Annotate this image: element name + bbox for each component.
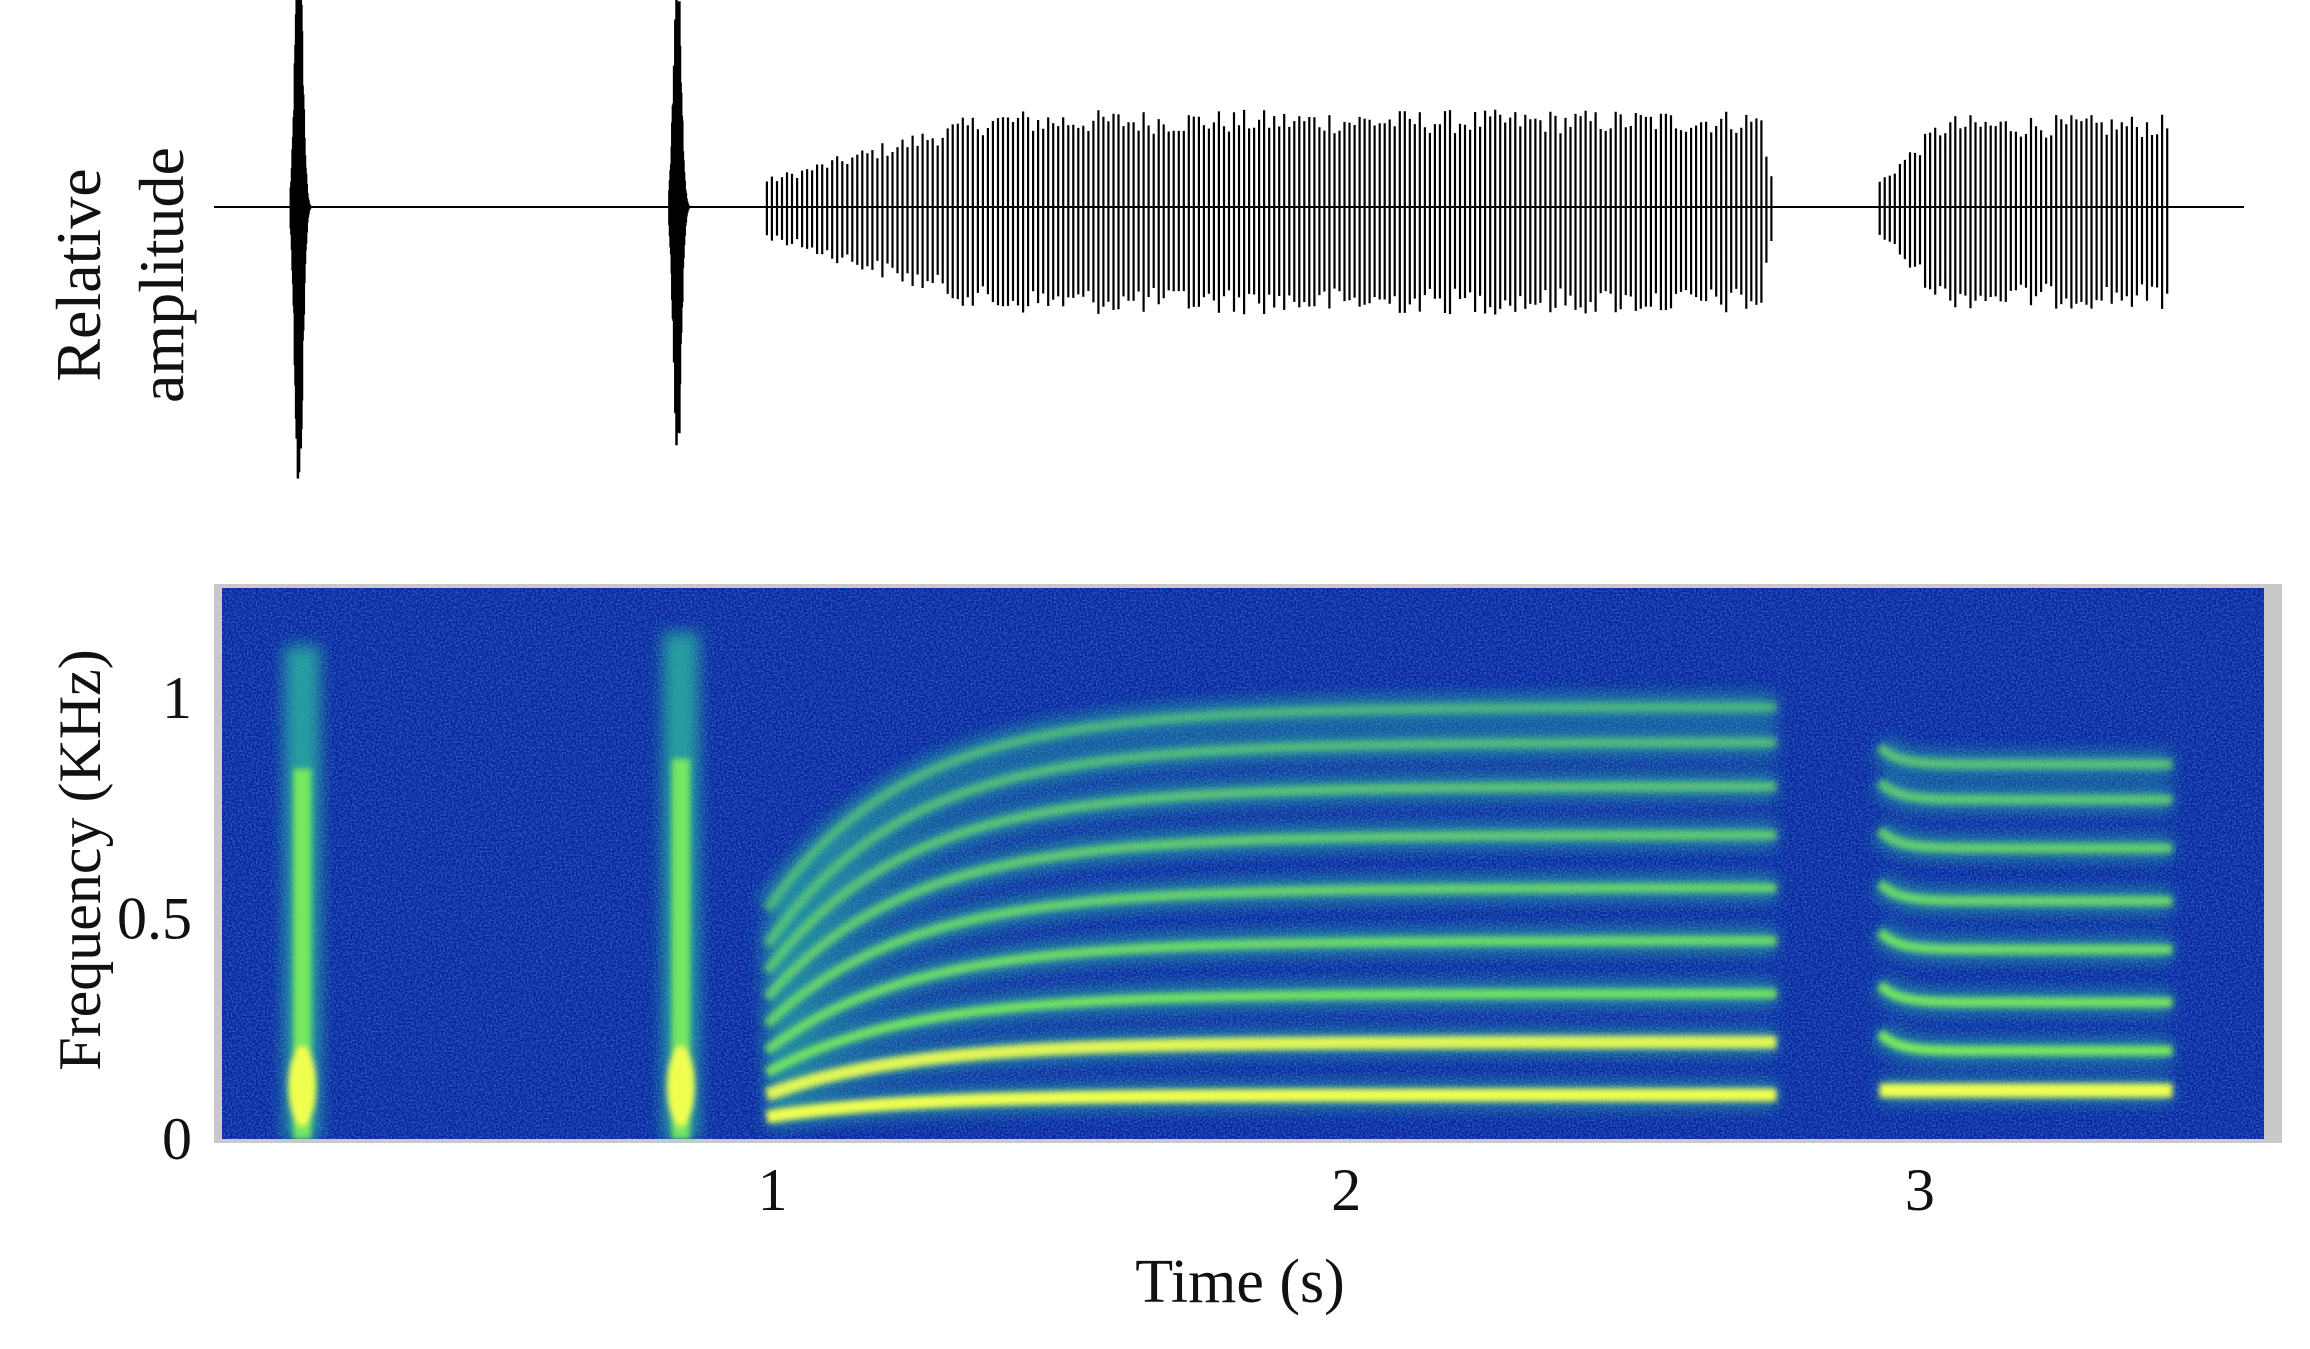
waveform-burst [668,0,694,446]
harmonic-call1 [764,988,1777,1078]
harmonic-call1 [763,830,1777,1002]
ytick-label: 0 [162,1106,192,1172]
waveform-trace [668,0,694,446]
waveform-burst [1878,114,2169,309]
transient-hotspot [288,1046,317,1127]
xtick-label: 1 [758,1157,788,1223]
waveform-trace [1878,114,2169,309]
waveform-burst [765,109,1773,315]
transient-core [293,768,312,1139]
spectrogram-marks [288,702,2173,1139]
harmonic-call2 [1876,980,2173,1008]
ytick-label: 0.5 [117,886,192,952]
xtick-label: 2 [1331,1157,1361,1223]
xtick-label: 3 [1905,1157,1935,1223]
spectrogram-ylabel: Frequency (KHz) [47,649,113,1071]
harmonic-call1 [762,781,1777,975]
spectrogram-yticks: 00.51 [117,665,192,1172]
harmonic-call2 [1876,1029,2173,1056]
waveform-trace [765,109,1773,315]
harmonic-call2 [1876,879,2173,906]
spectrogram-xlabel: Time (s) [1135,1248,1345,1316]
waveform-panel: Relative amplitude [43,0,2244,479]
harmonic-call1 [762,737,1777,948]
harmonic-call1 [764,1035,1777,1102]
transient-core [671,758,690,1139]
waveform-trace [289,0,315,479]
ytick-label: 1 [162,665,192,731]
harmonic-call2 [1876,742,2173,770]
harmonic-call2 [1876,826,2173,854]
waveform-bursts [289,0,2169,479]
transient-hotspot [666,1046,695,1127]
waveform-ylabel-line1: Relative [43,168,114,381]
waveform-ylabel-line2: amplitude [126,147,197,403]
waveform-burst [289,0,315,479]
harmonic-call1 [765,1088,1777,1124]
harmonic-call1 [762,702,1777,913]
harmonic-call1 [763,882,1777,1029]
harmonic-call1 [763,935,1777,1055]
harmonic-call2 [1876,778,2173,805]
harmonic-call2 [1876,927,2173,955]
spectrogram-xticks: 1 2 3 [758,1157,1935,1223]
